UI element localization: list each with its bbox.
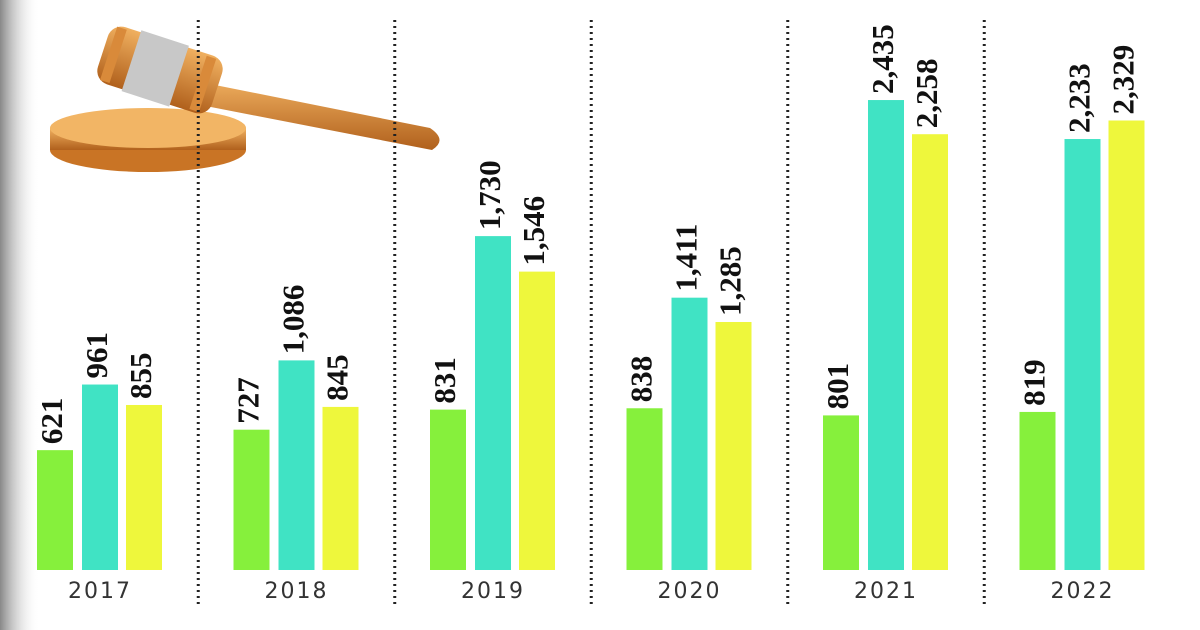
value-label: 1,411: [669, 224, 704, 292]
x-tick-label: 2020: [658, 579, 722, 604]
value-label: 1,285: [713, 246, 748, 316]
x-tick-label: 2018: [265, 579, 329, 604]
value-label: 845: [320, 354, 355, 401]
bar: [715, 321, 752, 570]
value-label: 831: [427, 357, 462, 404]
bar: [37, 450, 73, 570]
value-label: 961: [79, 332, 114, 379]
bar: [671, 297, 708, 570]
value-label: 838: [624, 356, 659, 403]
edge-shadow: [0, 0, 40, 630]
bar: [1019, 411, 1056, 570]
bar: [82, 384, 118, 570]
bar: [868, 100, 904, 571]
value-label: 2,258: [909, 58, 944, 128]
bar: [1108, 120, 1145, 571]
value-label: 819: [1017, 359, 1052, 406]
value-label: 2,329: [1106, 45, 1141, 115]
gavel-illustration: [50, 26, 440, 172]
bar: [278, 360, 315, 570]
bar: [912, 134, 948, 570]
x-tick-label: 2022: [1051, 579, 1115, 604]
x-tick-label: 2021: [854, 579, 918, 604]
value-label: 2,233: [1062, 63, 1097, 133]
value-label: 727: [231, 377, 266, 424]
bar: [823, 415, 859, 570]
bar: [626, 408, 663, 570]
bar: [126, 404, 162, 570]
bar: [233, 429, 270, 570]
bar: [430, 409, 466, 570]
bar: [322, 406, 359, 570]
bar: [1064, 139, 1101, 570]
x-tick-label: 2017: [68, 579, 132, 604]
bar: [519, 271, 555, 570]
value-label: 1,730: [472, 160, 507, 230]
bar: [475, 236, 511, 571]
value-label: 1,086: [276, 285, 311, 355]
value-label: 1,546: [516, 196, 551, 266]
value-label: 801: [820, 363, 855, 410]
value-label: 855: [123, 352, 158, 399]
value-label: 2,435: [865, 24, 900, 94]
x-tick-label: 2019: [461, 579, 525, 604]
value-label: 621: [34, 398, 69, 445]
